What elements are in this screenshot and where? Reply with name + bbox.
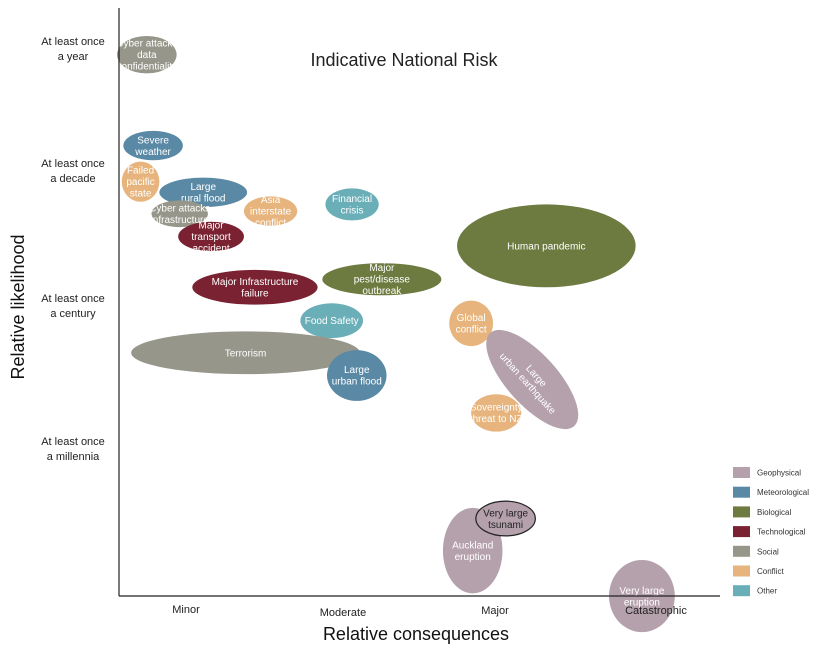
risk-bubble: Terrorism — [131, 331, 360, 375]
risk-ellipse — [457, 204, 636, 288]
risk-bubble: Major transport accident — [178, 220, 244, 254]
x-tick-label: Catastrophic — [625, 605, 687, 617]
risk-ellipse — [121, 161, 160, 202]
risk-label: Sovereignty threat to NZ — [470, 403, 523, 426]
risk-bubble: Major pest/disease outbreak — [322, 263, 442, 297]
risk-bubble: Major Infrastructure failure — [192, 269, 318, 305]
legend-label: Meteorological — [757, 488, 809, 497]
legend-swatch — [733, 486, 750, 498]
risk-ellipse — [131, 331, 360, 375]
risk-ellipse — [322, 263, 442, 296]
x-axis-title: Relative consequences — [323, 624, 509, 644]
risk-ellipse — [475, 500, 536, 537]
risk-label: Global conflict — [456, 313, 487, 336]
legend-swatch — [733, 545, 750, 557]
risk-bubble: Human pandemic — [457, 204, 636, 288]
risk-label: Terrorism — [225, 348, 267, 359]
risk-label: Large rural flood — [181, 182, 225, 205]
risk-ellipse — [486, 329, 579, 430]
legend-swatch — [733, 585, 750, 597]
risk-label: Major Infrastructure failure — [212, 277, 299, 300]
x-tick-label: Moderate — [320, 607, 366, 619]
risk-label: Failed pacific state — [126, 166, 154, 200]
legend-swatch — [733, 565, 750, 577]
risk-bubble: Sovereignty threat to NZ — [470, 394, 523, 432]
legend-swatch — [733, 506, 750, 518]
risk-bubble: Very large tsunami — [475, 500, 536, 537]
risk-bubble: Cyber attacks infrastructure — [149, 200, 210, 228]
y-tick-labels: At least once a year At least once a decade… — [41, 36, 105, 463]
x-tick-label: Minor — [172, 604, 200, 616]
risk-ellipse — [327, 350, 387, 401]
risk-ellipse — [325, 188, 379, 221]
legend-swatch — [733, 526, 750, 538]
risk-bubble: Severe weather — [123, 130, 183, 161]
risk-label: Cyber attacks infrastructure — [149, 204, 210, 227]
legend-label: Technological — [757, 528, 806, 537]
risk-bubble: Asia interstate conflict — [243, 195, 298, 229]
risk-ellipse — [159, 177, 248, 208]
risk-ellipse — [192, 269, 318, 305]
y-tick-label: At least once a millennia — [41, 436, 105, 463]
risk-label: Asia interstate conflict — [250, 195, 292, 229]
risk-label: Auckland eruption — [452, 540, 493, 563]
y-tick-label: At least once a year — [41, 36, 105, 63]
chart-title: Indicative National Risk — [310, 50, 498, 70]
x-tick-label: Major — [481, 605, 509, 617]
risk-bubble: Large rural flood — [159, 177, 248, 208]
risk-label: Major transport accident — [191, 220, 231, 254]
risk-label: Cyber attacks data confidentiality — [116, 39, 177, 73]
y-axis-title: Relative likelihood — [8, 234, 28, 379]
risk-bubble: Cyber attacks data confidentiality — [116, 35, 177, 74]
legend: Geophysical Meteorological Biological Techn… — [733, 467, 809, 597]
risk-label: Financial crisis — [332, 194, 372, 217]
legend-label: Conflict — [757, 567, 784, 576]
risk-label: Severe weather — [134, 135, 171, 158]
risk-ellipse — [151, 200, 208, 228]
risk-label: Human pandemic — [507, 241, 585, 252]
legend-label: Social — [757, 547, 779, 556]
risk-ellipse — [117, 35, 177, 74]
legend-label: Other — [757, 587, 777, 596]
risk-bubble: Food Safety — [300, 303, 364, 339]
risk-ellipse — [243, 196, 298, 226]
risk-ellipse — [178, 221, 244, 252]
risk-bubble: Failed pacific state — [121, 161, 160, 202]
risk-bubble: Large urban flood — [327, 350, 387, 401]
risk-label: Very large eruption — [619, 586, 664, 609]
risk-label: Large urban flood — [332, 365, 382, 388]
risk-label: Food Safety — [305, 316, 359, 327]
legend-swatch — [733, 467, 750, 478]
risk-label: Major pest/disease outbreak — [354, 263, 411, 297]
risk-ellipse — [449, 300, 494, 347]
legend-label: Geophysical — [757, 469, 801, 478]
risk-label: Very large tsunami — [483, 508, 528, 531]
y-tick-label: At least once a century — [41, 293, 105, 320]
risk-ellipse — [300, 303, 364, 339]
risk-bubbles: Cyber attacks data confidentiality Severe we… — [116, 35, 675, 633]
legend-label: Biological — [757, 508, 791, 517]
risk-bubble: Global conflict — [449, 300, 494, 347]
y-tick-label: At least once a decade — [41, 158, 105, 185]
risk-bubble: Financial crisis — [325, 188, 379, 221]
risk-ellipse — [471, 394, 522, 432]
risk-ellipse — [123, 130, 183, 161]
x-tick-labels: Minor Moderate Major Catastrophic — [172, 604, 687, 619]
